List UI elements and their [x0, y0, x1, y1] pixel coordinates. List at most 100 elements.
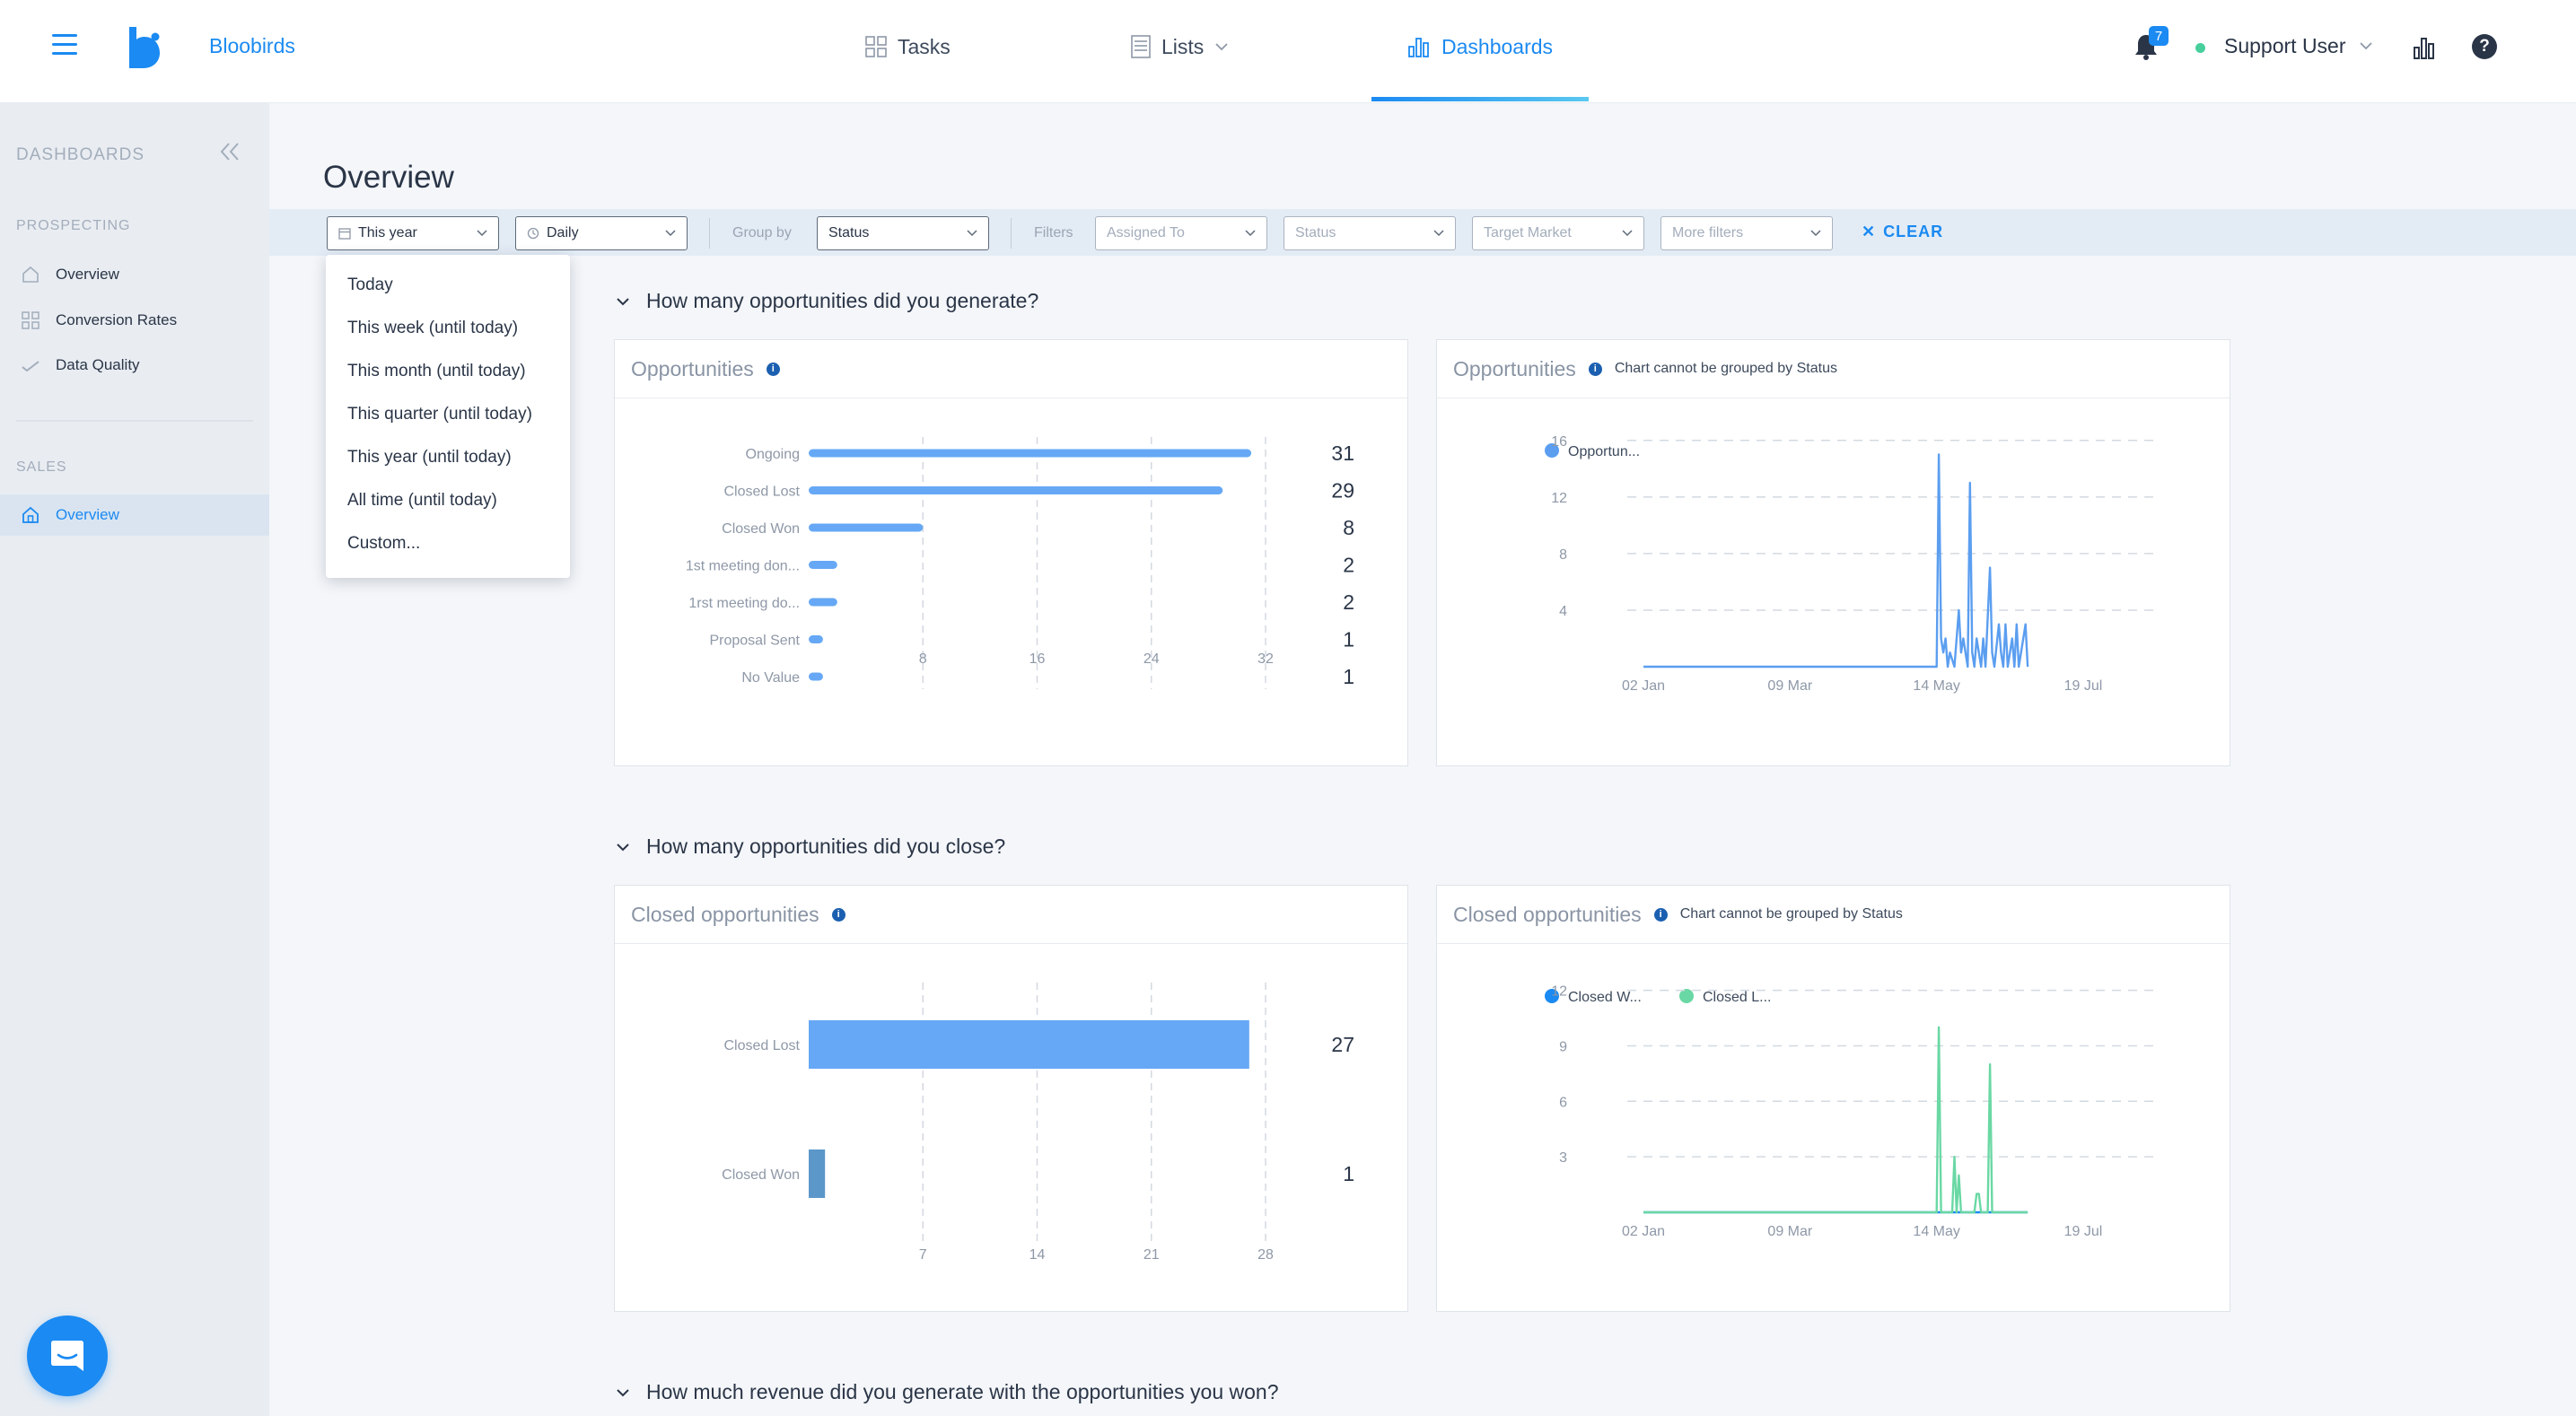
card-title: Opportunities	[1453, 356, 1576, 380]
bar	[809, 523, 924, 532]
value-label: 1	[1343, 665, 1354, 688]
card-header: Opportunities i	[615, 340, 1407, 398]
top-navigation-bar: Bloobirds Tasks Lists Dashboards	[0, 0, 2576, 103]
home-icon	[22, 266, 39, 283]
section-header-closed[interactable]: How many opportunities did you close?	[616, 835, 1005, 859]
x-tick-label: 21	[1143, 1247, 1160, 1263]
brand-name[interactable]: Bloobirds	[209, 34, 295, 57]
x-tick-label: 24	[1143, 651, 1160, 667]
user-menu[interactable]: Support User	[2224, 34, 2346, 57]
card-title: Closed opportunities	[1453, 902, 1642, 926]
section-title: How many opportunities did you generate?	[646, 289, 1039, 312]
legend-label: Closed W...	[1568, 990, 1642, 1005]
chevron-down-icon	[617, 297, 629, 305]
bar	[809, 1149, 826, 1198]
date-option-this-year[interactable]: This year (until today)	[347, 448, 512, 467]
date-range-select[interactable]: This year	[327, 216, 499, 250]
chevron-down-icon	[477, 230, 487, 237]
bar	[809, 449, 1252, 458]
date-option-this-quarter[interactable]: This quarter (until today)	[347, 405, 532, 424]
collapse-sidebar-icon[interactable]	[219, 142, 241, 162]
close-icon: ✕	[1862, 223, 1877, 240]
sidebar-item-data-quality[interactable]: Data Quality	[0, 345, 269, 386]
section-header-revenue[interactable]: How much revenue did you generate with t…	[616, 1380, 1279, 1404]
filter-divider	[1011, 218, 1012, 249]
x-tick-label: 14	[1030, 1247, 1046, 1263]
assigned-to-filter[interactable]: Assigned To	[1095, 216, 1267, 250]
assigned-to-placeholder: Assigned To	[1107, 225, 1185, 240]
info-icon[interactable]: i	[766, 362, 780, 376]
hamburger-menu-icon[interactable]	[52, 34, 77, 56]
sidebar-item-prospecting-overview[interactable]: Overview	[0, 254, 269, 295]
opportunities-line-card: Opportunities i Chart cannot be grouped …	[1436, 339, 2230, 766]
granularity-value: Daily	[547, 225, 579, 240]
chevron-down-icon[interactable]	[2359, 41, 2373, 50]
category-label: 1st meeting don...	[686, 559, 800, 574]
date-option-today[interactable]: Today	[347, 275, 393, 294]
card-header: Closed opportunities i Chart cannot be g…	[1437, 886, 2230, 944]
info-icon[interactable]: i	[1653, 907, 1668, 922]
nav-tab-tasks-label: Tasks	[898, 34, 951, 58]
clock-icon	[527, 227, 539, 240]
group-by-value: Status	[828, 225, 870, 240]
filter-divider	[709, 218, 710, 249]
series-line	[1643, 1026, 2028, 1214]
target-market-placeholder: Target Market	[1484, 225, 1572, 240]
sidebar-item-conversion-rates[interactable]: Conversion Rates	[0, 300, 269, 341]
status-filter[interactable]: Status	[1284, 216, 1456, 250]
date-option-custom[interactable]: Custom...	[347, 534, 421, 553]
date-option-all-time[interactable]: All time (until today)	[347, 491, 497, 510]
y-tick-label: 8	[1559, 547, 1567, 563]
nav-tab-dashboards[interactable]: Dashboards	[1407, 29, 1553, 65]
card-note: Chart cannot be grouped by Status	[1614, 361, 1837, 376]
x-tick-label: 16	[1030, 651, 1046, 667]
sidebar-item-label: Overview	[56, 506, 119, 523]
sidebar-item-label: Overview	[56, 266, 119, 283]
closed-by-status-chart: 7 14 21 28 Closed Lost 27 Closed Won 1	[722, 983, 1354, 1263]
chat-launcher-button[interactable]	[27, 1315, 108, 1396]
bloobirds-logo[interactable]	[126, 25, 162, 70]
group-by-select[interactable]: Status	[817, 216, 989, 250]
section-header-generated[interactable]: How many opportunities did you generate?	[616, 289, 1038, 313]
sidebar-section-sales: SALES	[16, 459, 67, 475]
active-tab-indicator	[1371, 97, 1589, 101]
y-tick-label: 3	[1559, 1150, 1567, 1166]
sidebar-item-label: Data Quality	[56, 356, 140, 373]
help-icon[interactable]: ?	[2472, 34, 2497, 59]
bar	[809, 1020, 1249, 1069]
calendar-icon	[338, 228, 351, 240]
chevron-down-icon	[1215, 43, 1228, 51]
x-tick-label: 8	[919, 651, 927, 667]
value-label: 2	[1343, 554, 1354, 577]
sidebar-section-prospecting: PROSPECTING	[16, 218, 131, 233]
more-filters-placeholder: More filters	[1672, 225, 1744, 240]
chat-icon	[51, 1341, 83, 1371]
category-label: No Value	[741, 670, 800, 686]
sidebar-title: DASHBOARDS	[16, 145, 145, 164]
sidebar-item-sales-overview[interactable]: Overview	[0, 494, 269, 536]
value-label: 29	[1331, 479, 1354, 503]
value-label: 8	[1343, 516, 1354, 539]
card-title: Closed opportunities	[631, 902, 819, 926]
chevron-down-icon	[1622, 230, 1633, 237]
info-icon[interactable]: i	[1588, 362, 1602, 376]
card-title: Opportunities	[631, 356, 754, 380]
legend-marker	[1679, 989, 1694, 1003]
date-option-this-week[interactable]: This week (until today)	[347, 319, 519, 337]
clear-filters-button[interactable]: ✕ CLEAR	[1862, 223, 1943, 241]
x-tick-label: 28	[1257, 1247, 1274, 1263]
stats-icon[interactable]	[2413, 36, 2436, 59]
grid-icon	[865, 36, 887, 57]
info-icon[interactable]: i	[831, 907, 846, 922]
granularity-select[interactable]: Daily	[515, 216, 688, 250]
date-option-this-month[interactable]: This month (until today)	[347, 362, 526, 380]
chevron-down-icon	[967, 230, 977, 237]
chevron-down-icon	[1810, 230, 1821, 237]
target-market-filter[interactable]: Target Market	[1472, 216, 1644, 250]
status-filter-placeholder: Status	[1295, 225, 1336, 240]
nav-tab-tasks[interactable]: Tasks	[865, 29, 951, 65]
nav-tab-lists[interactable]: Lists	[1131, 29, 1229, 65]
more-filters-select[interactable]: More filters	[1660, 216, 1833, 250]
y-tick-label: 4	[1559, 604, 1567, 619]
page-title: Overview	[323, 160, 454, 195]
